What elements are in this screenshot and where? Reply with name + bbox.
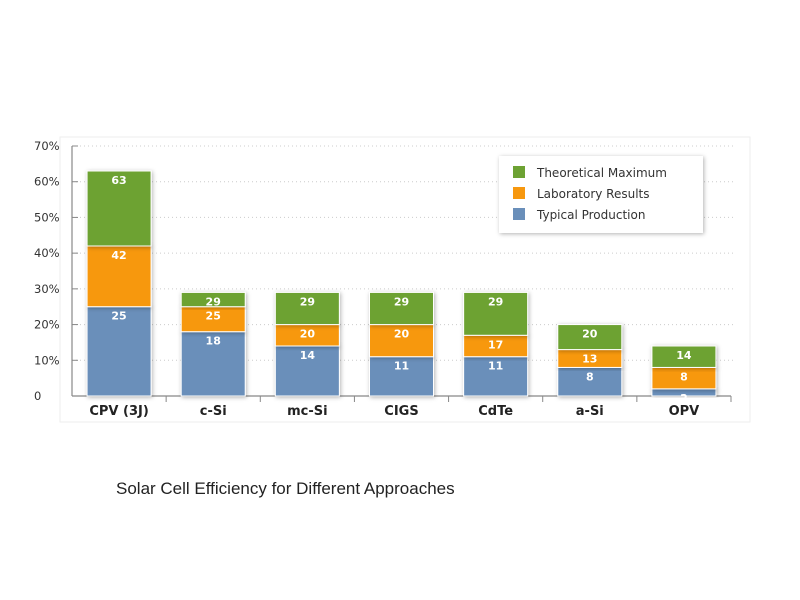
legend-swatch <box>513 166 525 178</box>
bar-segment <box>274 291 340 326</box>
bar-segment <box>369 356 434 397</box>
bar-segment <box>180 331 246 397</box>
y-tick-label: 60% <box>34 175 60 189</box>
legend-label: Typical Production <box>536 208 645 222</box>
data-label: 20 <box>300 328 316 341</box>
x-tick-label: mc-Si <box>287 404 327 419</box>
legend-label: Laboratory Results <box>537 187 650 201</box>
data-label: 11 <box>488 360 503 373</box>
x-tick-label: CPV (3J) <box>89 404 148 419</box>
x-tick-label: CdTe <box>478 404 513 419</box>
data-label: 2 <box>680 392 688 405</box>
bar-segment <box>463 356 529 397</box>
data-label: 13 <box>582 353 597 366</box>
data-label: 14 <box>300 349 316 362</box>
y-tick-label: 30% <box>34 282 60 296</box>
data-label: 29 <box>394 295 409 308</box>
data-label: 8 <box>680 370 688 383</box>
y-tick-label: 70% <box>34 139 60 153</box>
legend-swatch <box>513 187 525 199</box>
y-tick-label: 50% <box>34 210 60 224</box>
bar-segment <box>369 291 434 326</box>
bar-segment <box>463 291 529 336</box>
chart-title: Solar Cell Efficiency for Different Appr… <box>116 479 455 498</box>
data-label: 20 <box>582 328 598 341</box>
x-tick-label: OPV <box>669 404 700 419</box>
y-tick-label: 10% <box>34 353 60 367</box>
data-label: 29 <box>206 295 221 308</box>
bar-segment <box>557 324 623 351</box>
data-label: 63 <box>111 174 126 187</box>
bar-segment <box>651 345 717 368</box>
y-tick-label: 20% <box>34 318 60 332</box>
data-label: 18 <box>206 335 221 348</box>
data-label: 8 <box>586 370 594 383</box>
data-label: 29 <box>488 295 503 308</box>
data-label: 25 <box>111 310 126 323</box>
legend-box <box>499 156 703 233</box>
data-label: 11 <box>394 360 409 373</box>
bar-segment <box>180 291 246 308</box>
data-label: 42 <box>111 249 126 262</box>
data-label: 29 <box>300 295 315 308</box>
legend-swatch <box>513 208 525 220</box>
bar-segment <box>86 306 152 397</box>
legend-label: Theoretical Maximum <box>536 166 667 180</box>
bar-segment <box>180 306 246 333</box>
bar-segment <box>86 245 152 308</box>
bar-segment <box>369 324 434 358</box>
x-tick-label: CIGS <box>384 404 418 419</box>
x-tick-label: a-Si <box>576 404 604 419</box>
bar-segment <box>274 345 340 397</box>
y-tick-label: 0 <box>34 389 41 403</box>
x-tick-label: c-Si <box>200 404 227 419</box>
y-tick-label: 40% <box>34 246 60 260</box>
data-label: 25 <box>206 310 221 323</box>
data-label: 14 <box>676 349 692 362</box>
data-label: 17 <box>488 338 503 351</box>
bar-segment <box>86 170 152 247</box>
data-label: 20 <box>394 328 410 341</box>
